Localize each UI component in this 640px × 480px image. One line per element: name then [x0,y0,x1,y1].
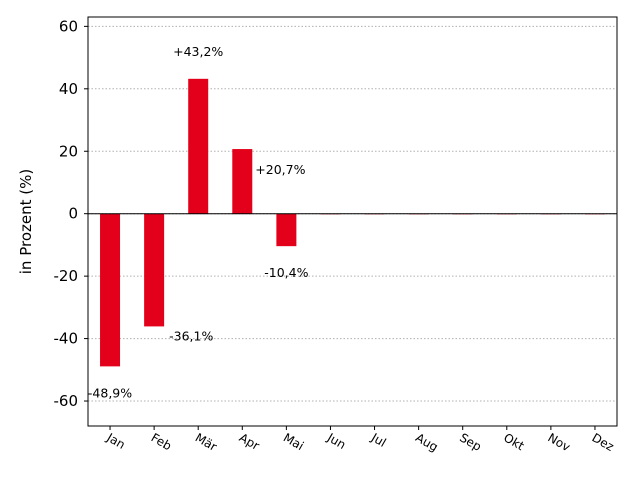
y-tick-label: -40 [54,330,79,348]
y-tick-label: 0 [68,205,78,223]
x-tick-label: Mai [281,430,306,453]
y-tick-label: 60 [59,17,78,35]
bar-apr [232,149,253,214]
y-axis-title: in Prozent (%) [17,169,35,274]
bar-feb [144,213,165,327]
data-labels: -48,9% -36,1% +43,2% +20,7% -10,4% [88,44,309,401]
x-tick-label: Sep [457,430,484,453]
data-label-feb: -36,1% [169,328,213,343]
data-label-jan: -48,9% [88,385,132,400]
bar-mai [276,213,297,247]
y-tick-label: 40 [59,80,78,98]
y-tick-label: -20 [54,267,79,285]
bars [100,78,605,367]
data-label-mär: +43,2% [173,44,223,59]
x-tick-label: Dez [589,430,616,454]
bar-jan [100,213,121,367]
x-tick-label: Mär [193,430,220,453]
y-tick-label: -60 [54,392,79,410]
y-tick-label: 20 [59,142,78,160]
x-tick-label: Apr [237,430,262,453]
bar-mär [188,78,209,214]
x-axis-ticks: Jan Feb Mär Apr Mai Jun Jul Aug Sep Okt Nov Dez [104,426,616,454]
data-label-mai: -10,4% [264,265,308,280]
x-tick-label: Okt [501,430,527,453]
x-tick-label: Jan [104,430,128,452]
plot-frame [87,16,618,427]
x-tick-label: Feb [149,430,174,453]
data-label-apr: +20,7% [255,162,305,177]
x-tick-label: Aug [413,430,440,454]
x-tick-label: Nov [545,430,572,454]
x-tick-label: Jun [324,430,348,452]
y-axis-ticks: 60 40 20 0 -20 -40 -60 [54,17,88,410]
x-tick-label: Jul [368,430,388,450]
